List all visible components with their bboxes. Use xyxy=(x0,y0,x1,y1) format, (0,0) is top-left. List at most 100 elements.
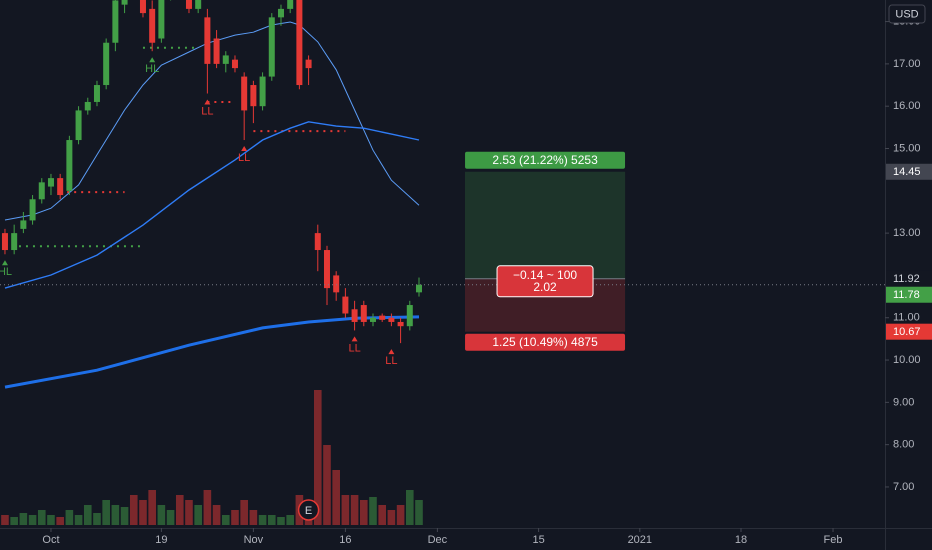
pivot-marker xyxy=(1,260,8,266)
volume-bar xyxy=(231,510,239,525)
y-tick-label: 9.00 xyxy=(893,396,914,408)
volume-bar xyxy=(129,495,138,525)
volume-bar xyxy=(93,513,101,525)
candle-body xyxy=(369,317,376,322)
candle-body xyxy=(250,85,257,107)
candle-body xyxy=(20,220,27,229)
volume-bar xyxy=(405,490,414,525)
candle-body xyxy=(139,0,146,14)
volume-bar xyxy=(313,390,322,525)
candle-body xyxy=(38,182,45,200)
x-tick-label: Feb xyxy=(824,534,843,546)
volume-bar xyxy=(341,495,350,525)
x-tick-label: 2021 xyxy=(628,534,652,546)
volume-bar xyxy=(332,470,340,525)
candle-body xyxy=(66,140,73,191)
last-price: 11.78 xyxy=(893,289,920,301)
y-tick-label: 7.00 xyxy=(893,481,914,493)
y-tick-label: 11.00 xyxy=(893,312,920,324)
event-label: E xyxy=(305,505,312,517)
pivot-marker xyxy=(149,57,156,63)
candle-body xyxy=(213,38,220,64)
candle-body xyxy=(149,8,156,43)
volume-bar xyxy=(286,515,294,525)
x-tick-label: Dec xyxy=(428,534,448,546)
pivot-label: LL xyxy=(348,342,360,354)
x-tick-label: 15 xyxy=(532,534,544,546)
entry-price-box xyxy=(886,270,932,287)
target-label-box xyxy=(465,151,626,169)
volume-bar xyxy=(56,517,64,525)
candle-body xyxy=(342,296,349,314)
center-label: 2.02 xyxy=(533,280,557,294)
x-tick-label: 16 xyxy=(339,534,351,546)
candle-body xyxy=(406,305,413,327)
volume-bar xyxy=(102,500,110,525)
center-label: −0.14 ~ 100 xyxy=(513,268,577,282)
volume-bar xyxy=(65,510,74,525)
candle-body xyxy=(158,0,165,39)
candle-body xyxy=(112,0,119,43)
x-tick-label: Oct xyxy=(42,534,59,546)
pivot-marker xyxy=(204,99,211,105)
volume-bar xyxy=(323,445,331,525)
entry-price: 11.92 xyxy=(893,273,920,285)
candle-body xyxy=(397,321,404,327)
volume-bar xyxy=(47,515,55,525)
candle-body xyxy=(47,178,54,187)
y-tick-label: 10.00 xyxy=(893,354,921,366)
volume-bar xyxy=(74,515,83,525)
candle-body xyxy=(1,233,8,251)
event-marker xyxy=(297,499,320,521)
volume-bar xyxy=(148,490,156,525)
volume-bar xyxy=(139,500,147,525)
candle-body xyxy=(11,233,18,251)
volume-bar xyxy=(203,490,212,525)
candle-body xyxy=(222,55,229,64)
volume-bar xyxy=(212,505,221,525)
candle-body xyxy=(388,317,395,322)
volume-bar xyxy=(369,497,377,525)
currency: USD xyxy=(895,8,918,20)
volume-bar xyxy=(387,510,396,525)
candle-body xyxy=(268,17,275,77)
moving-average xyxy=(4,121,420,289)
moving-average xyxy=(4,21,420,221)
volume-bar xyxy=(28,515,37,525)
candle-body xyxy=(415,284,422,293)
candle-body xyxy=(84,101,91,111)
candle-body xyxy=(231,59,238,69)
pivot-label: LL xyxy=(385,355,397,367)
candle-body xyxy=(29,199,36,221)
candle-body xyxy=(287,0,294,9)
candle-body xyxy=(103,42,110,86)
y-tick-label: 13.00 xyxy=(893,227,921,239)
volume-bar xyxy=(221,515,230,525)
y-tick-label: 16.00 xyxy=(893,100,921,112)
target-price: 14.45 xyxy=(893,166,921,178)
x-tick-label: Nov xyxy=(244,534,264,546)
candle-body xyxy=(314,233,321,251)
last-price-box xyxy=(886,286,932,303)
y-tick-label: 15.00 xyxy=(893,142,921,154)
candle-body xyxy=(351,309,358,322)
volume-bar xyxy=(10,517,18,525)
candle-body xyxy=(204,17,211,64)
candle-body xyxy=(305,59,312,69)
pivot-label: HL xyxy=(145,63,159,75)
pivot-label: LL xyxy=(201,105,213,117)
volume-bar xyxy=(415,500,423,525)
candle-body xyxy=(195,0,202,9)
volume-bar xyxy=(194,505,202,525)
volume-bar xyxy=(267,515,276,525)
currency-box[interactable] xyxy=(888,4,926,24)
volume-bar xyxy=(120,507,129,525)
profit-zone xyxy=(464,171,626,279)
pivot-marker xyxy=(351,336,358,342)
candle-body xyxy=(75,110,82,141)
volume-bar xyxy=(185,500,193,525)
candle-body xyxy=(296,0,303,86)
pivot-label: LL xyxy=(238,152,250,164)
